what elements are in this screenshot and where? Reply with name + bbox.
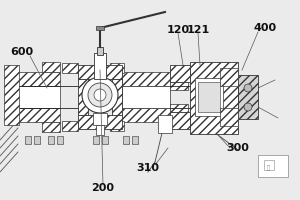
Text: 120: 120 [167, 25, 190, 35]
Bar [94, 53, 106, 79]
Circle shape [82, 77, 118, 113]
Bar [47, 136, 53, 144]
Bar [96, 125, 104, 135]
Bar [93, 113, 107, 125]
Text: 121: 121 [186, 25, 210, 35]
Bar [195, 78, 223, 116]
Circle shape [88, 83, 112, 107]
Bar [56, 136, 62, 144]
Bar [112, 79, 122, 115]
Bar [122, 72, 170, 86]
Circle shape [244, 103, 252, 111]
Bar [198, 82, 220, 112]
Circle shape [244, 84, 252, 92]
Text: 回: 回 [266, 165, 270, 171]
Bar [190, 62, 238, 134]
Circle shape [94, 89, 106, 101]
Bar [110, 121, 124, 131]
Text: 600: 600 [11, 47, 34, 57]
Bar [101, 136, 107, 144]
Bar [122, 108, 170, 122]
Bar [78, 115, 122, 129]
Bar [92, 136, 98, 144]
Bar [220, 108, 238, 126]
Bar [170, 112, 190, 129]
Bar [4, 65, 19, 125]
Bar [170, 82, 188, 90]
Bar [5, 72, 60, 86]
Bar [258, 155, 288, 177]
Bar [5, 86, 60, 108]
Bar [131, 136, 137, 144]
Bar [96, 26, 104, 30]
Bar [25, 136, 31, 144]
Text: 300: 300 [226, 143, 249, 153]
Bar [97, 47, 103, 55]
Bar [122, 136, 128, 144]
Text: 310: 310 [136, 163, 160, 173]
Bar [264, 160, 274, 170]
Bar [5, 108, 60, 122]
Bar [62, 121, 78, 131]
Bar [220, 68, 238, 86]
Bar [158, 115, 172, 133]
Bar [110, 63, 124, 73]
Bar [62, 63, 78, 73]
Text: 200: 200 [92, 183, 115, 193]
Bar [122, 86, 170, 108]
Bar [170, 65, 190, 82]
Text: 400: 400 [254, 23, 277, 33]
Bar [170, 104, 188, 112]
Bar [238, 75, 258, 119]
Bar [78, 65, 122, 79]
Bar [42, 62, 60, 72]
Bar [42, 122, 60, 132]
Bar [34, 136, 40, 144]
Bar [78, 79, 88, 115]
